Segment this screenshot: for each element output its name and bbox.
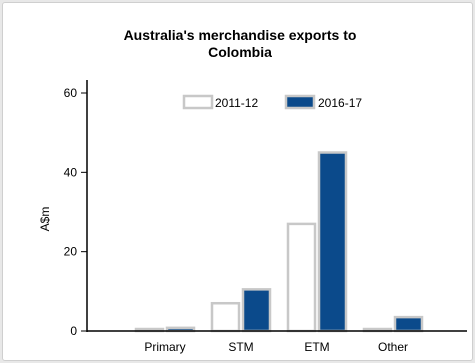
chart-title-line-1: Australia's merchandise exports to [124, 27, 357, 43]
chart-title-line-2: Colombia [208, 44, 272, 60]
bars [134, 151, 424, 333]
legend-label-201617: 2016-17 [318, 96, 362, 110]
legend-label-201112: 2011-12 [215, 96, 258, 110]
y-axis-label: A$m [38, 207, 52, 232]
y-axis-ticks: 0 20 40 60 [64, 86, 87, 338]
x-axis-ticks: Primary STM ETM Other [144, 340, 408, 354]
y-tick-label: 60 [64, 86, 78, 100]
x-tick-label-stm: STM [228, 340, 253, 354]
bar-etm-201112 [286, 222, 317, 333]
x-tick-label-etm: ETM [304, 340, 329, 354]
y-tick-label: 40 [64, 165, 78, 179]
bar-chart: Australia's merchandise exports to Colom… [38, 27, 467, 354]
bar-other-201617 [393, 315, 424, 333]
legend: 2011-12 2016-17 [182, 94, 362, 110]
bar-stm-201617 [241, 288, 272, 333]
bar-etm-201617 [317, 151, 348, 333]
bar-stm-201112 [210, 301, 241, 333]
x-tick-label-other: Other [378, 340, 408, 354]
y-tick-label: 0 [70, 324, 77, 338]
y-tick-label: 20 [64, 245, 78, 259]
legend-swatch-201112 [182, 94, 214, 110]
x-tick-label-primary: Primary [144, 340, 185, 354]
legend-swatch-201617 [284, 94, 316, 110]
